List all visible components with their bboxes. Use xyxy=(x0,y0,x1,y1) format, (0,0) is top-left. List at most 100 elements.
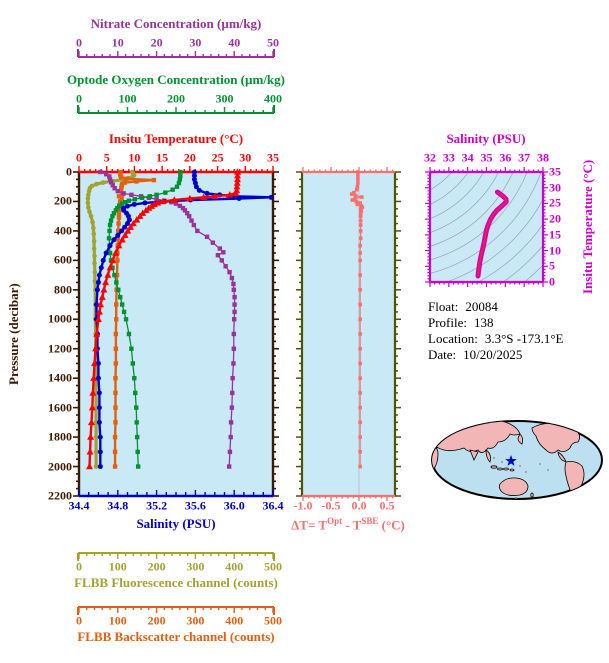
series-flbb-fluorescence-channel xyxy=(86,171,136,467)
tick-label: 1400 xyxy=(48,370,72,385)
tick-label: 0 xyxy=(76,150,82,165)
location-label: Location: xyxy=(428,331,478,346)
small-island xyxy=(525,471,527,473)
island xyxy=(490,465,498,469)
tick-label: 34.4 xyxy=(68,498,90,513)
tick-label: 25 xyxy=(549,195,561,210)
tick-label: 50 xyxy=(267,35,279,50)
ts-diagram xyxy=(425,167,548,287)
tick-label: 15 xyxy=(549,227,561,242)
small-island xyxy=(501,461,503,463)
tick-label: 200 xyxy=(54,193,72,208)
float-value: 20084 xyxy=(465,299,498,314)
series-flbb-backscatter-channel xyxy=(113,171,156,467)
pressure-axis-title: Pressure (decibar) xyxy=(6,283,21,385)
date-label: Date: xyxy=(428,347,457,362)
tick-label: 10 xyxy=(111,35,124,50)
tick-label: 0.0 xyxy=(351,498,367,513)
tick-label: 200 xyxy=(167,91,185,106)
ts-curve-core xyxy=(477,191,508,277)
float-label: Float: xyxy=(428,299,459,314)
tick-label: 1000 xyxy=(48,311,72,326)
island xyxy=(509,468,515,472)
tick-label: 5 xyxy=(549,258,555,273)
tick-label: 200 xyxy=(147,613,166,628)
tick-label: 400 xyxy=(264,91,282,106)
profile-value: 138 xyxy=(474,315,494,330)
island xyxy=(497,467,503,471)
ts-salinity-axis-title: Salinity (PSU) xyxy=(446,131,526,146)
tick-label: 2200 xyxy=(48,488,72,503)
tick-label: 34 xyxy=(461,150,474,165)
tick-label: 100 xyxy=(108,559,127,574)
small-island xyxy=(539,463,541,465)
tick-label: 40 xyxy=(228,35,241,50)
nitrate-axis-title: Nitrate Concentration (µm/kg) xyxy=(90,16,262,31)
landmass xyxy=(485,449,491,463)
main-profile-plot xyxy=(73,166,279,498)
tick-label: 0 xyxy=(76,613,82,628)
small-island xyxy=(519,465,521,467)
fluorescence-axis-title: FLBB Fluorescence channel (counts) xyxy=(74,575,278,590)
tick-label: 400 xyxy=(54,223,72,238)
tick-label: 20 xyxy=(549,211,561,226)
tick-label: 33 xyxy=(442,150,455,165)
tick-label: 37 xyxy=(518,150,531,165)
temperature-axis-title: Insitu Temperature (°C) xyxy=(108,131,244,146)
tick-label: 300 xyxy=(186,559,205,574)
small-island xyxy=(493,457,495,459)
delta-t-plot-area xyxy=(302,172,395,496)
tick-label: -1.0 xyxy=(293,498,313,513)
tick-label: 25 xyxy=(211,150,224,165)
tick-label: 300 xyxy=(186,613,205,628)
tick-label: 30 xyxy=(239,150,252,165)
float-info: Float: 20084 Profile: 138 Location: 3.3°S -… xyxy=(428,299,563,363)
delta-t-title-sup1: Opt xyxy=(327,516,343,526)
tick-label: 5 xyxy=(103,150,110,165)
tick-label: 35.2 xyxy=(146,498,168,513)
location-value: 3.3°S -173.1°E xyxy=(484,331,564,346)
float-info-line: Float: 20084 xyxy=(428,299,563,315)
tick-label: 200 xyxy=(147,559,166,574)
landmass xyxy=(469,449,479,461)
tick-label: 400 xyxy=(225,559,244,574)
landmass xyxy=(557,451,567,463)
landmass xyxy=(498,477,529,496)
tick-label: 600 xyxy=(54,252,72,267)
tick-label: 20 xyxy=(183,150,196,165)
tick-label: 20 xyxy=(150,35,163,50)
small-island xyxy=(547,469,549,471)
tick-label: 35 xyxy=(480,150,493,165)
float-location-star xyxy=(505,455,517,466)
tick-label: 500 xyxy=(264,559,282,574)
tick-label: -0.5 xyxy=(321,498,341,513)
float-info-line: Profile: 138 xyxy=(428,315,563,331)
tick-label: 0 xyxy=(76,35,82,50)
tick-label: 100 xyxy=(108,613,127,628)
delta-t-plot xyxy=(296,167,401,501)
tick-label: 0 xyxy=(66,164,72,179)
tick-label: 38 xyxy=(537,150,549,165)
landmass xyxy=(517,433,524,445)
oxygen-axis-title: Optode Oxygen Concentration (µm/kg) xyxy=(66,72,285,87)
delta-t-title-prefix: ΔT= T xyxy=(291,517,328,533)
tick-label: 800 xyxy=(54,282,72,297)
tick-label: 400 xyxy=(225,613,244,628)
tick-label: 500 xyxy=(264,613,282,628)
tick-label: 32 xyxy=(424,150,436,165)
tick-label: 1800 xyxy=(48,429,72,444)
tick-label: 30 xyxy=(189,35,202,50)
island xyxy=(530,492,534,498)
salinity-axis-title: Salinity (PSU) xyxy=(136,516,216,531)
tick-label: 100 xyxy=(118,91,137,106)
tick-label: 10 xyxy=(549,243,561,258)
tick-label: 0 xyxy=(549,274,555,289)
tick-label: 36.0 xyxy=(223,498,245,513)
ruler-axes xyxy=(77,49,275,615)
tick-label: 30 xyxy=(549,180,561,195)
tick-label: 35.6 xyxy=(184,498,206,513)
tick-label: 1200 xyxy=(48,341,72,356)
